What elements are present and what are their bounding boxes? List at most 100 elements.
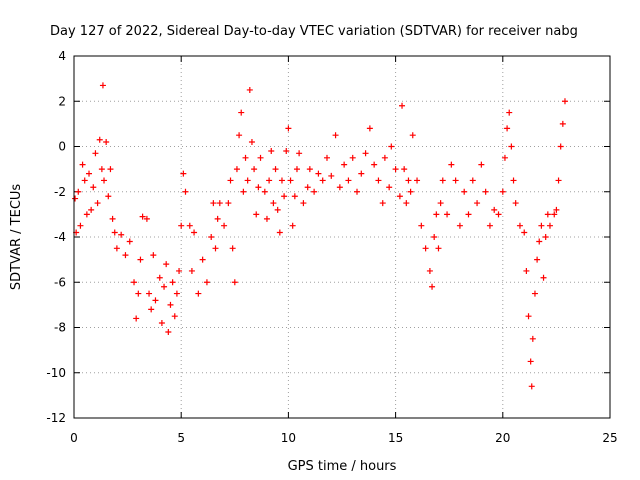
- data-point: [495, 211, 502, 218]
- x-axis-label: GPS time / hours: [288, 459, 397, 474]
- data-point: [88, 206, 95, 213]
- data-point: [156, 274, 163, 281]
- y-tick-label: -4: [54, 230, 66, 244]
- data-point: [98, 166, 105, 173]
- data-point: [300, 200, 307, 207]
- data-point: [403, 200, 410, 207]
- data-point: [105, 193, 112, 200]
- y-axis-label: SDTVAR / TECUs: [9, 184, 24, 291]
- data-point: [146, 290, 153, 297]
- y-tick-label: -12: [46, 411, 66, 425]
- data-point: [405, 177, 412, 184]
- data-point: [528, 383, 535, 390]
- x-tick-label: 15: [388, 431, 403, 445]
- data-point: [557, 143, 564, 150]
- data-point: [508, 143, 515, 150]
- data-point: [79, 161, 86, 168]
- data-point: [143, 215, 150, 222]
- tick-labels: 0 5 10 15 20 25 -12 -10 -8 -6 -4 -2 0 2 4: [46, 49, 617, 445]
- data-point: [399, 102, 406, 109]
- y-tick-label: 4: [58, 49, 66, 63]
- data-point: [523, 267, 530, 274]
- data-point: [208, 234, 215, 240]
- data-point: [349, 154, 356, 161]
- data-point: [392, 166, 399, 173]
- data-point: [107, 166, 114, 173]
- data-point: [544, 211, 551, 218]
- y-tick-label: 0: [58, 140, 66, 154]
- data-point: [103, 138, 110, 145]
- data-point: [238, 109, 245, 116]
- data-point: [199, 256, 206, 263]
- data-point: [236, 132, 243, 139]
- data-point: [536, 238, 543, 245]
- data-point: [195, 290, 202, 297]
- data-point: [375, 177, 382, 184]
- data-point: [323, 154, 330, 161]
- data-point: [137, 256, 144, 263]
- data-point: [248, 138, 255, 145]
- data-point: [482, 188, 489, 195]
- data-point: [401, 166, 408, 173]
- data-point: [278, 177, 285, 184]
- data-point: [263, 215, 270, 222]
- data-point: [426, 267, 433, 274]
- data-point: [167, 301, 174, 308]
- plot-border: [73, 55, 611, 419]
- grid: [74, 56, 610, 418]
- data-point: [311, 188, 318, 195]
- data-point: [253, 211, 260, 218]
- data-point: [276, 229, 283, 236]
- data-point: [72, 195, 79, 202]
- data-point: [94, 200, 101, 207]
- data-point: [542, 234, 549, 240]
- chart-title: Day 127 of 2022, Sidereal Day-to-day VTE…: [50, 24, 578, 39]
- data-point: [283, 148, 290, 155]
- data-point: [182, 188, 189, 195]
- data-point: [161, 283, 168, 290]
- data-point: [555, 177, 562, 184]
- data-point: [289, 222, 296, 229]
- data-point: [516, 222, 523, 229]
- data-point: [287, 177, 294, 184]
- data-point: [486, 222, 493, 229]
- data-point: [176, 267, 183, 274]
- data-point: [75, 188, 82, 195]
- data-point: [203, 279, 210, 286]
- data-point: [186, 222, 193, 229]
- data-point: [171, 313, 178, 320]
- data-point: [92, 150, 99, 157]
- data-point: [362, 150, 369, 157]
- data-point: [444, 211, 451, 218]
- data-point: [261, 188, 268, 195]
- data-point: [315, 170, 322, 177]
- data-point: [255, 184, 262, 191]
- y-tick-label: -6: [54, 275, 66, 289]
- data-point: [531, 290, 538, 297]
- data-point: [178, 222, 185, 229]
- data-point: [534, 256, 541, 263]
- data-point: [553, 206, 560, 213]
- data-point: [270, 200, 277, 207]
- data-point: [101, 177, 108, 184]
- data-point: [229, 245, 236, 252]
- data-point: [388, 143, 395, 150]
- data-point: [319, 177, 326, 184]
- data-point: [169, 279, 176, 286]
- data-point: [285, 125, 292, 132]
- data-point: [358, 170, 365, 177]
- x-tick-label: 10: [281, 431, 296, 445]
- data-point: [99, 82, 106, 89]
- data-point: [173, 290, 180, 297]
- data-point: [551, 211, 558, 218]
- data-point: [407, 188, 414, 195]
- data-point: [506, 109, 513, 116]
- data-point: [478, 161, 485, 168]
- data-point: [540, 274, 547, 281]
- x-tick-label: 25: [602, 431, 617, 445]
- data-point: [109, 215, 116, 222]
- data-point: [163, 261, 170, 268]
- data-point: [152, 297, 159, 304]
- data-point: [165, 329, 172, 336]
